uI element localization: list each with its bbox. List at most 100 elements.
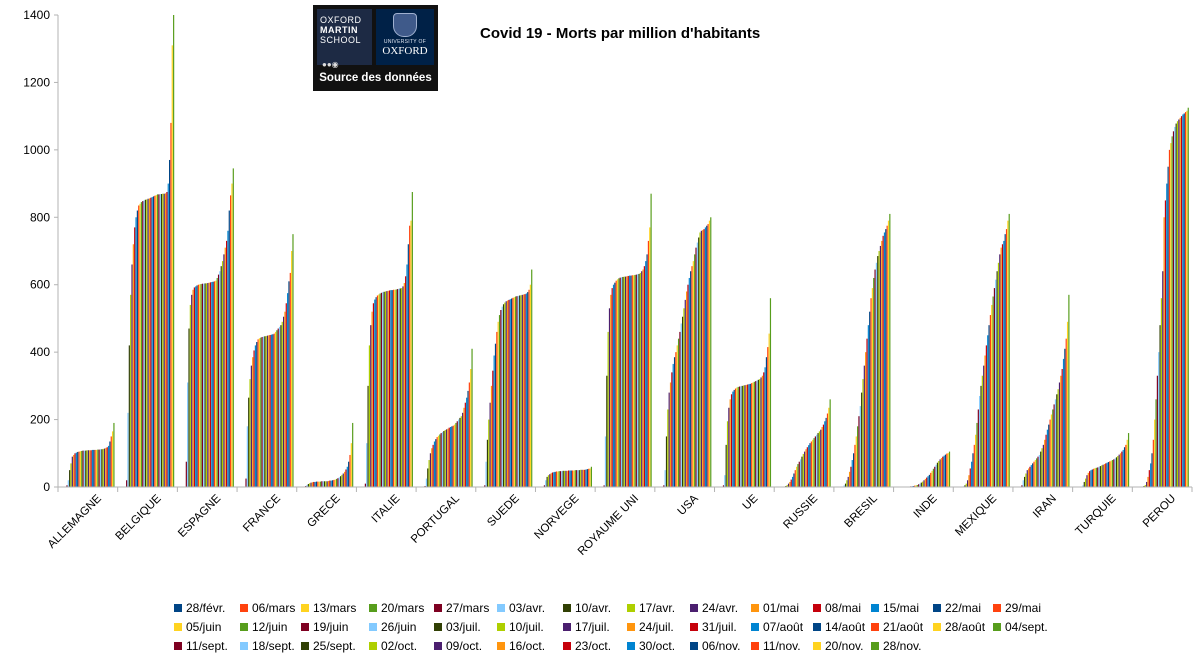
bar — [1064, 348, 1066, 487]
legend-item: 06/mars — [240, 601, 295, 615]
bar — [1179, 117, 1181, 487]
bar — [506, 300, 509, 487]
bar — [1105, 463, 1107, 487]
bar — [877, 256, 879, 487]
bar — [136, 210, 138, 488]
bar — [501, 306, 503, 487]
x-tick-label: USA — [676, 492, 701, 517]
bar — [1029, 466, 1031, 487]
bar — [455, 422, 457, 487]
bar — [1066, 321, 1069, 487]
bar — [131, 264, 133, 487]
bar — [401, 288, 403, 487]
bar — [150, 197, 152, 488]
bar — [1028, 468, 1030, 487]
bar — [967, 480, 969, 487]
legend-item: 28/août — [933, 620, 986, 634]
oxford-martin-school-logo: OXFORD MARTIN SCHOOL ●●◉ — [317, 9, 372, 69]
legend-label: 01/mai — [763, 601, 799, 615]
bar — [318, 481, 320, 487]
bar — [749, 383, 751, 487]
bar — [668, 392, 670, 487]
bar — [847, 476, 849, 487]
bar — [1103, 464, 1106, 487]
legend-label: 21/août — [883, 620, 924, 634]
bar — [224, 247, 226, 487]
legend-item: 10/juil. — [497, 620, 544, 634]
bar — [1151, 453, 1153, 487]
bar — [516, 296, 518, 487]
bar — [765, 357, 768, 487]
bar — [645, 261, 647, 487]
bar — [138, 205, 140, 488]
bar — [101, 449, 103, 487]
bar — [1083, 481, 1085, 487]
bar — [946, 453, 948, 487]
bar-group — [1021, 294, 1070, 487]
bar — [1026, 470, 1028, 487]
bar — [563, 470, 566, 487]
legend-item: 04/sept. — [993, 620, 1048, 634]
legend-label: 20/nov. — [825, 639, 863, 653]
bar — [1172, 131, 1175, 487]
bar — [217, 274, 220, 487]
bar — [757, 379, 759, 487]
bar — [1007, 220, 1009, 487]
bar — [189, 304, 191, 487]
x-tick-label: ALLEMAGNE — [46, 492, 104, 550]
legend-swatch — [627, 642, 635, 650]
bar — [502, 304, 505, 487]
bar — [75, 452, 77, 487]
bar — [646, 254, 648, 487]
bar — [543, 485, 546, 487]
bar — [976, 422, 978, 487]
bar — [321, 481, 323, 487]
bar — [99, 449, 102, 487]
bar — [1054, 399, 1057, 487]
bar — [508, 299, 510, 487]
x-tick-label: GRECE — [305, 492, 343, 530]
bar — [372, 303, 375, 487]
x-tick-label: INDE — [912, 492, 940, 520]
bar — [112, 431, 114, 487]
legend-swatch — [174, 623, 182, 631]
bar — [1068, 294, 1070, 487]
bar — [737, 386, 739, 487]
bar — [989, 315, 992, 487]
legend-label: 11/sept. — [186, 639, 228, 653]
bar — [642, 269, 644, 487]
legend-label: 24/avr. — [702, 601, 738, 615]
bar — [1110, 460, 1112, 487]
bar — [500, 310, 502, 487]
bar — [163, 193, 165, 487]
bar — [603, 485, 605, 487]
bar — [790, 479, 792, 487]
bar — [1004, 234, 1006, 487]
bar — [185, 461, 187, 487]
bar — [822, 424, 825, 487]
bar — [387, 290, 389, 487]
bar — [672, 363, 674, 487]
bar — [1046, 429, 1049, 487]
bar — [231, 183, 233, 487]
bar — [730, 394, 733, 487]
bar — [90, 450, 92, 487]
bar — [110, 436, 112, 487]
bar — [1098, 466, 1100, 487]
bar — [635, 274, 637, 487]
bar — [285, 303, 287, 487]
bar — [431, 448, 433, 487]
bar — [521, 294, 523, 487]
bar — [105, 447, 107, 487]
bar — [371, 311, 373, 487]
legend-swatch — [240, 642, 248, 650]
bar — [618, 278, 620, 487]
bar — [103, 448, 106, 487]
bar — [623, 276, 625, 487]
bar — [513, 297, 515, 487]
bar — [1147, 476, 1149, 487]
bar — [1117, 455, 1119, 487]
bar — [432, 444, 434, 487]
x-tick-label: PORTUGAL — [409, 492, 462, 545]
bar — [106, 447, 108, 487]
